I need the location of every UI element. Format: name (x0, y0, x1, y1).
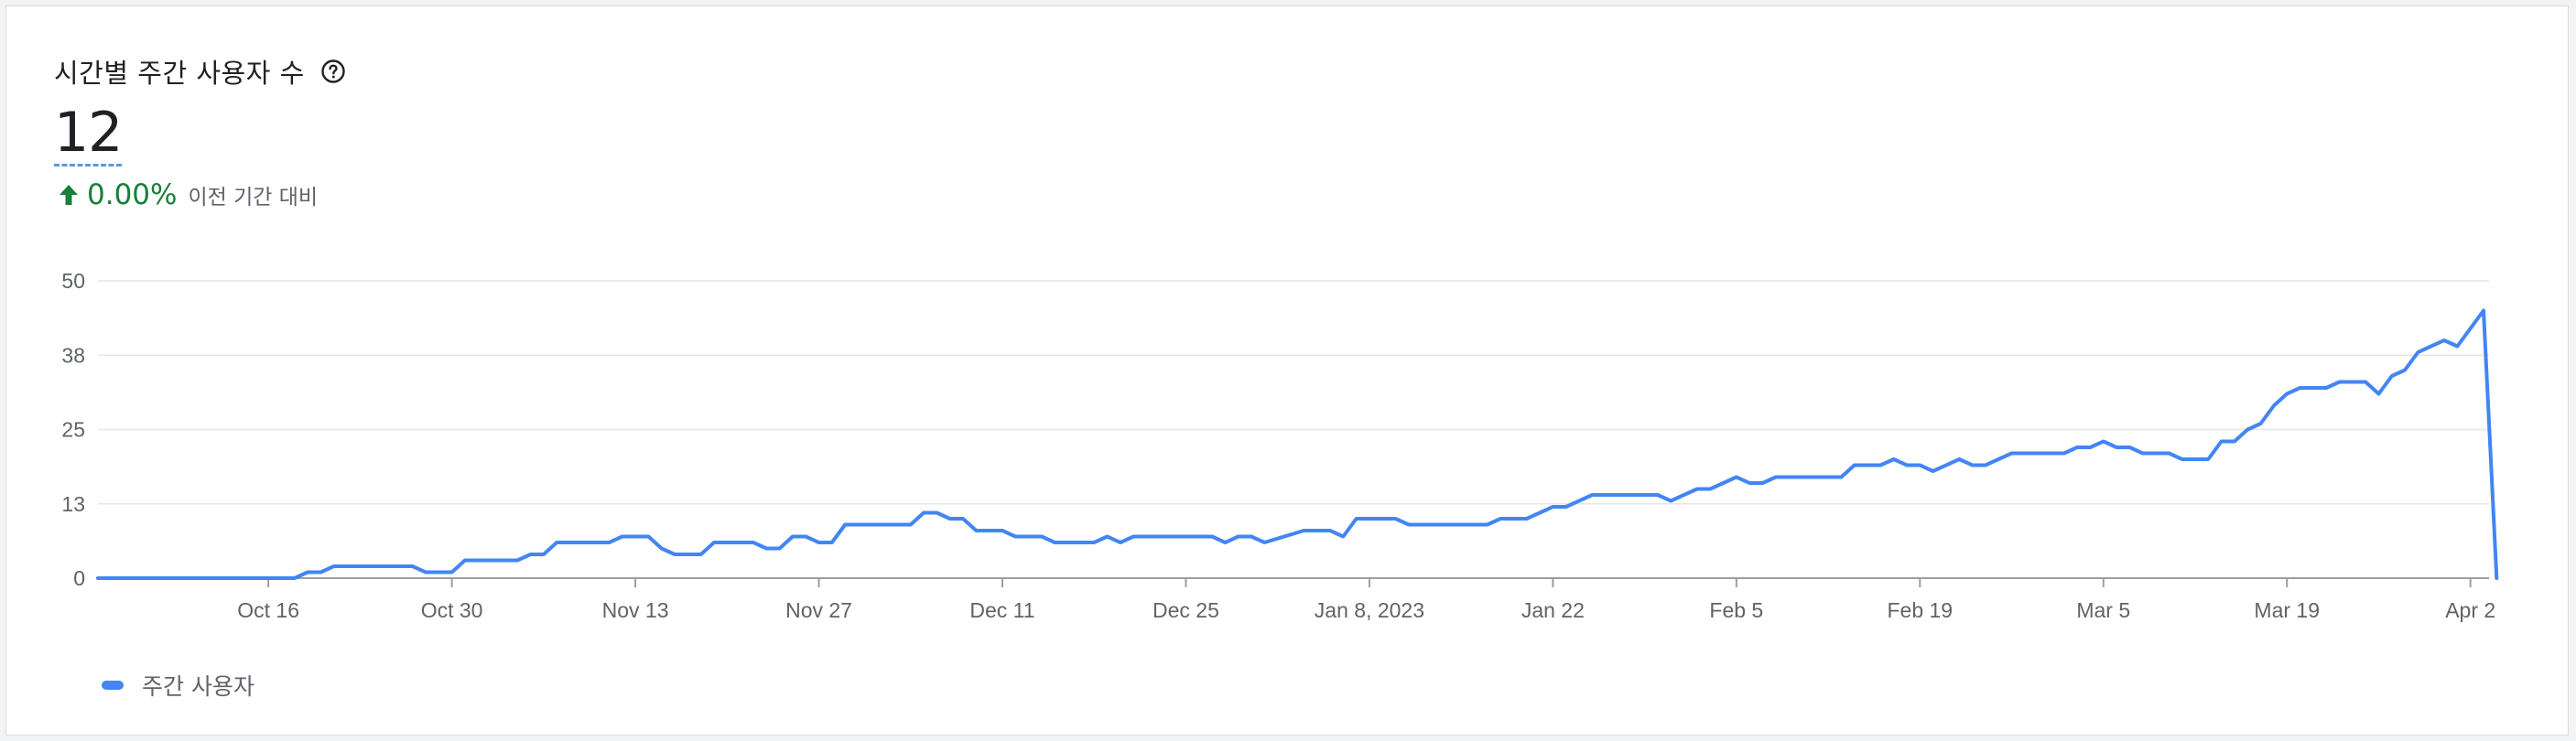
legend-swatch (102, 681, 124, 690)
y-tick-label: 0 (73, 566, 85, 590)
series-line-weekly-users[interactable] (96, 308, 2499, 580)
x-tick-label: Oct 30 (421, 598, 483, 622)
card-header: 시간별 주간 사용자 수 (54, 52, 347, 91)
x-tick-label: Mar 5 (2076, 598, 2130, 622)
x-tick-label: Apr 2 (2445, 598, 2495, 622)
y-tick-label: 25 (61, 418, 85, 442)
help-circle-icon[interactable] (319, 58, 347, 85)
x-tick-label: Nov 13 (602, 598, 669, 622)
weekly-users-line-chart[interactable]: 0 13 25 38 50 Oct 16 Oct 30 Nov 13 Nov 27 Dec 11 D… (6, 6, 2570, 647)
comparison-row: 0.00% 이전 기간 대비 (58, 178, 318, 211)
x-tick-label: Dec 11 (969, 598, 1034, 622)
y-tick-label: 13 (61, 492, 85, 516)
y-tick-label: 38 (61, 343, 85, 367)
change-label: 이전 기간 대비 (188, 186, 319, 209)
x-tick-label: Jan 8, 2023 (1315, 598, 1424, 622)
arrow-up-icon (58, 183, 80, 207)
x-tick-label: Feb 19 (1887, 598, 1953, 622)
x-tick-label: Jan 22 (1521, 598, 1585, 622)
x-tick-label: Oct 16 (237, 598, 299, 622)
weekly-users-card: 시간별 주간 사용자 수 12 0.00% 이전 기간 대비 0 13 25 38 50… (5, 5, 2569, 736)
x-tick-label: Dec 25 (1153, 598, 1219, 622)
chart-legend: 주간 사용자 (102, 669, 254, 702)
x-tick-label: Mar 19 (2254, 598, 2320, 622)
card-title: 시간별 주간 사용자 수 (54, 58, 305, 89)
y-tick-label: 50 (61, 269, 85, 293)
legend-label: 주간 사용자 (142, 673, 254, 700)
change-percent: 0.00% (87, 178, 178, 211)
x-tick-label: Nov 27 (785, 598, 852, 622)
metric-value[interactable]: 12 (54, 101, 123, 166)
x-tick-label: Feb 5 (1709, 598, 1763, 622)
